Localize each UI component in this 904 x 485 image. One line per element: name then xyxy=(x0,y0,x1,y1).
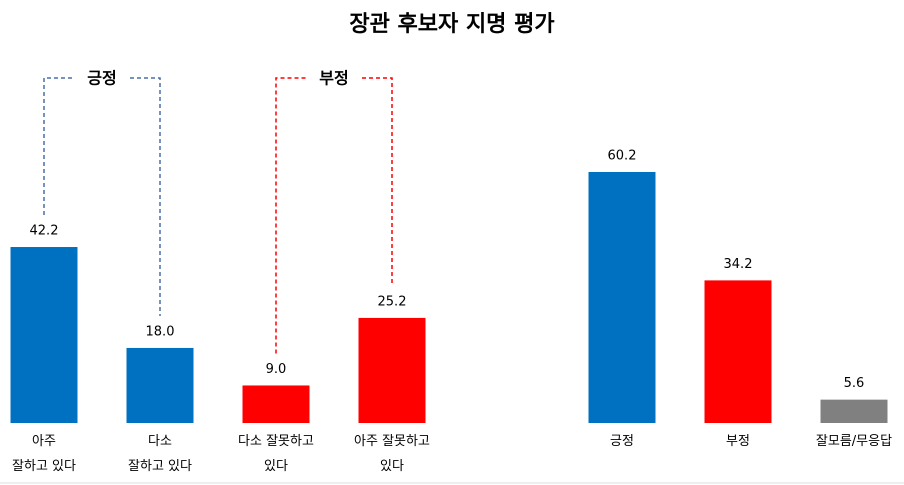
bar xyxy=(704,280,772,423)
annotation: 부정 xyxy=(319,69,348,88)
value-label: 60.2 xyxy=(608,148,637,163)
value-label: 42.2 xyxy=(30,224,59,239)
annotation: 긍정 xyxy=(87,69,116,88)
bar xyxy=(242,385,310,423)
x-tick-label: 긍정 xyxy=(610,434,634,449)
value-label: 5.6 xyxy=(844,376,865,391)
x-tick-label: 다소 잘하고 있다 xyxy=(128,434,192,474)
bar xyxy=(820,399,888,423)
bracket xyxy=(43,77,161,316)
x-tick-label: 아주 잘못하고 있다 xyxy=(354,434,430,474)
value-label: 18.0 xyxy=(146,324,175,339)
x-tick-label: 잘모름/무응답 xyxy=(816,434,892,449)
bar xyxy=(10,247,78,423)
value-label: 9.0 xyxy=(266,362,287,377)
bar xyxy=(126,347,194,423)
chart-title: 장관 후보자 지명 평가 xyxy=(349,12,554,37)
bar xyxy=(588,171,656,423)
x-tick-label: 부정 xyxy=(726,434,750,449)
value-label: 25.2 xyxy=(378,294,407,309)
x-tick-label: 아주 잘하고 있다 xyxy=(12,434,76,474)
value-label: 34.2 xyxy=(724,257,753,272)
bracket xyxy=(275,77,393,354)
x-tick-label: 다소 잘못하고 있다 xyxy=(238,434,314,474)
bar xyxy=(358,317,426,423)
